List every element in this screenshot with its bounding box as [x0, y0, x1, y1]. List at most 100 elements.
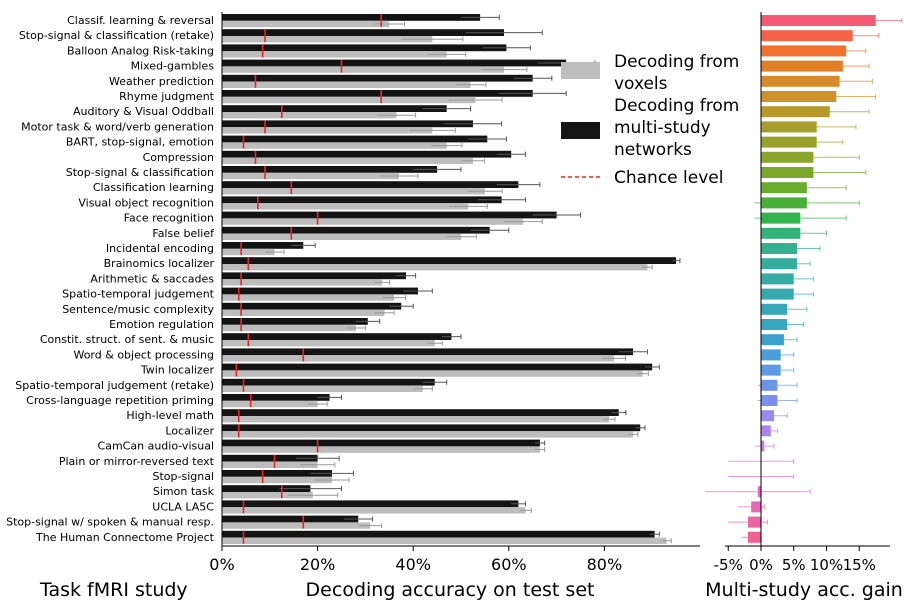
bar-voxels	[222, 324, 356, 332]
row-label: Emotion regulation	[109, 318, 214, 331]
bar-voxels	[222, 431, 634, 438]
gain-x-tick-label: 10%	[810, 556, 843, 574]
bar-voxels	[222, 446, 540, 453]
gain-x-axis-label: Multi-study acc. gain	[705, 579, 903, 601]
row-label-title: Task fMRI study	[39, 579, 188, 601]
row-label: Stop-signal & classification	[66, 166, 214, 179]
bar-networks	[222, 515, 359, 523]
bar-voxels	[222, 248, 275, 256]
row-label: Face recognition	[124, 212, 214, 225]
legend-label-networks-line3: networks	[614, 140, 692, 160]
row-label: Motor task & word/verb generation	[21, 120, 214, 133]
legend-label-chance: Chance level	[614, 168, 723, 188]
row-label: Classification learning	[93, 181, 214, 194]
bar-voxels	[222, 340, 435, 347]
bar-voxels	[222, 294, 395, 301]
row-label: Rhyme judgment	[119, 90, 215, 103]
bar-networks	[222, 242, 304, 249]
bar-voxels	[222, 264, 648, 271]
gain-bar	[761, 15, 876, 26]
bar-voxels	[222, 66, 505, 73]
bar-voxels	[222, 142, 447, 149]
gain-x-tick-label: 0%	[749, 556, 773, 574]
bar-voxels	[222, 400, 318, 408]
bar-networks	[222, 318, 368, 325]
legend-label-voxels-line2: voxels	[614, 74, 668, 94]
bar-networks	[222, 105, 447, 112]
row-label: Stop-signal w/ spoken & manual resp.	[6, 516, 214, 529]
bar-voxels	[222, 188, 485, 195]
bar-networks	[222, 470, 332, 477]
bar-voxels	[222, 507, 526, 514]
bar-networks	[222, 196, 502, 204]
bar-networks	[222, 409, 619, 416]
bar-voxels	[222, 36, 433, 43]
bar-voxels	[222, 172, 399, 180]
row-label: Weather prediction	[109, 75, 214, 88]
bar-networks	[222, 287, 418, 295]
bar-networks	[222, 120, 473, 128]
main-x-tick-label: 60%	[491, 555, 527, 574]
bar-voxels	[222, 385, 423, 392]
bar-voxels	[222, 355, 614, 362]
bar-voxels	[222, 96, 476, 104]
main-x-tick-label: 0%	[209, 555, 234, 574]
bar-voxels	[222, 51, 447, 58]
row-label: Constit. struct. of sent. & music	[40, 333, 214, 346]
row-label: Plain or mirror-reversed text	[59, 455, 215, 468]
legend-swatch-voxels	[561, 62, 600, 79]
row-label: High-level math	[126, 409, 214, 422]
legend: Decoding from voxels Decoding from multi…	[561, 52, 739, 188]
row-label: Spatio-temporal judgement	[62, 288, 215, 301]
gain-bar	[761, 75, 840, 87]
legend-label-networks-line2: multi-study	[614, 118, 711, 138]
bar-voxels	[222, 233, 461, 240]
bar-voxels	[222, 157, 473, 164]
bar-networks	[222, 29, 505, 36]
bar-networks	[222, 226, 490, 234]
row-label: The Human Connectome Project	[35, 531, 215, 544]
bar-networks	[222, 348, 634, 356]
bar-voxels	[222, 416, 610, 423]
row-label: Simon task	[153, 485, 215, 498]
gain-bar	[761, 258, 798, 270]
bar-networks	[222, 439, 540, 447]
bar-networks	[222, 181, 519, 188]
main-x-tick-label: 40%	[395, 555, 431, 574]
bar-networks	[222, 394, 330, 401]
bar-voxels	[222, 370, 643, 377]
bar-voxels	[222, 218, 524, 225]
row-label: False belief	[152, 227, 215, 240]
bar-voxels	[222, 279, 383, 286]
bar-networks	[222, 272, 407, 280]
row-label: Visual object recognition	[78, 196, 214, 209]
bar-networks	[222, 363, 653, 371]
row-label: Balloon Analog Risk-taking	[67, 44, 214, 57]
gain-x-tick-label: 15%	[843, 556, 876, 574]
row-label: Localizer	[165, 424, 214, 437]
main-chart-bars	[222, 14, 681, 544]
bar-voxels	[222, 537, 667, 544]
row-label: Twin localizer	[140, 364, 215, 377]
bar-voxels	[222, 492, 313, 499]
row-label: Mixed-gambles	[131, 60, 215, 73]
bar-networks	[222, 14, 481, 21]
row-label: Arithmetic & saccades	[90, 272, 214, 285]
bar-voxels	[222, 127, 433, 134]
bar-networks	[222, 135, 488, 143]
bar-networks	[222, 424, 641, 432]
bar-networks	[222, 530, 655, 538]
bar-networks	[222, 211, 557, 219]
row-labels: Classif. learning & reversal Stop-signal …	[6, 14, 215, 544]
row-label: Compression	[143, 151, 214, 164]
row-label: UCLA LA5C	[152, 500, 214, 513]
bar-networks	[222, 485, 311, 492]
bar-networks	[222, 59, 567, 67]
bar-networks	[222, 454, 318, 462]
gain-bar	[761, 30, 853, 42]
main-x-ticks: 0% 20% 40% 60% 80%	[209, 546, 622, 574]
gain-bar	[761, 60, 843, 72]
row-label: Spatio-temporal judgement (retake)	[15, 379, 214, 392]
bar-networks	[222, 302, 402, 310]
